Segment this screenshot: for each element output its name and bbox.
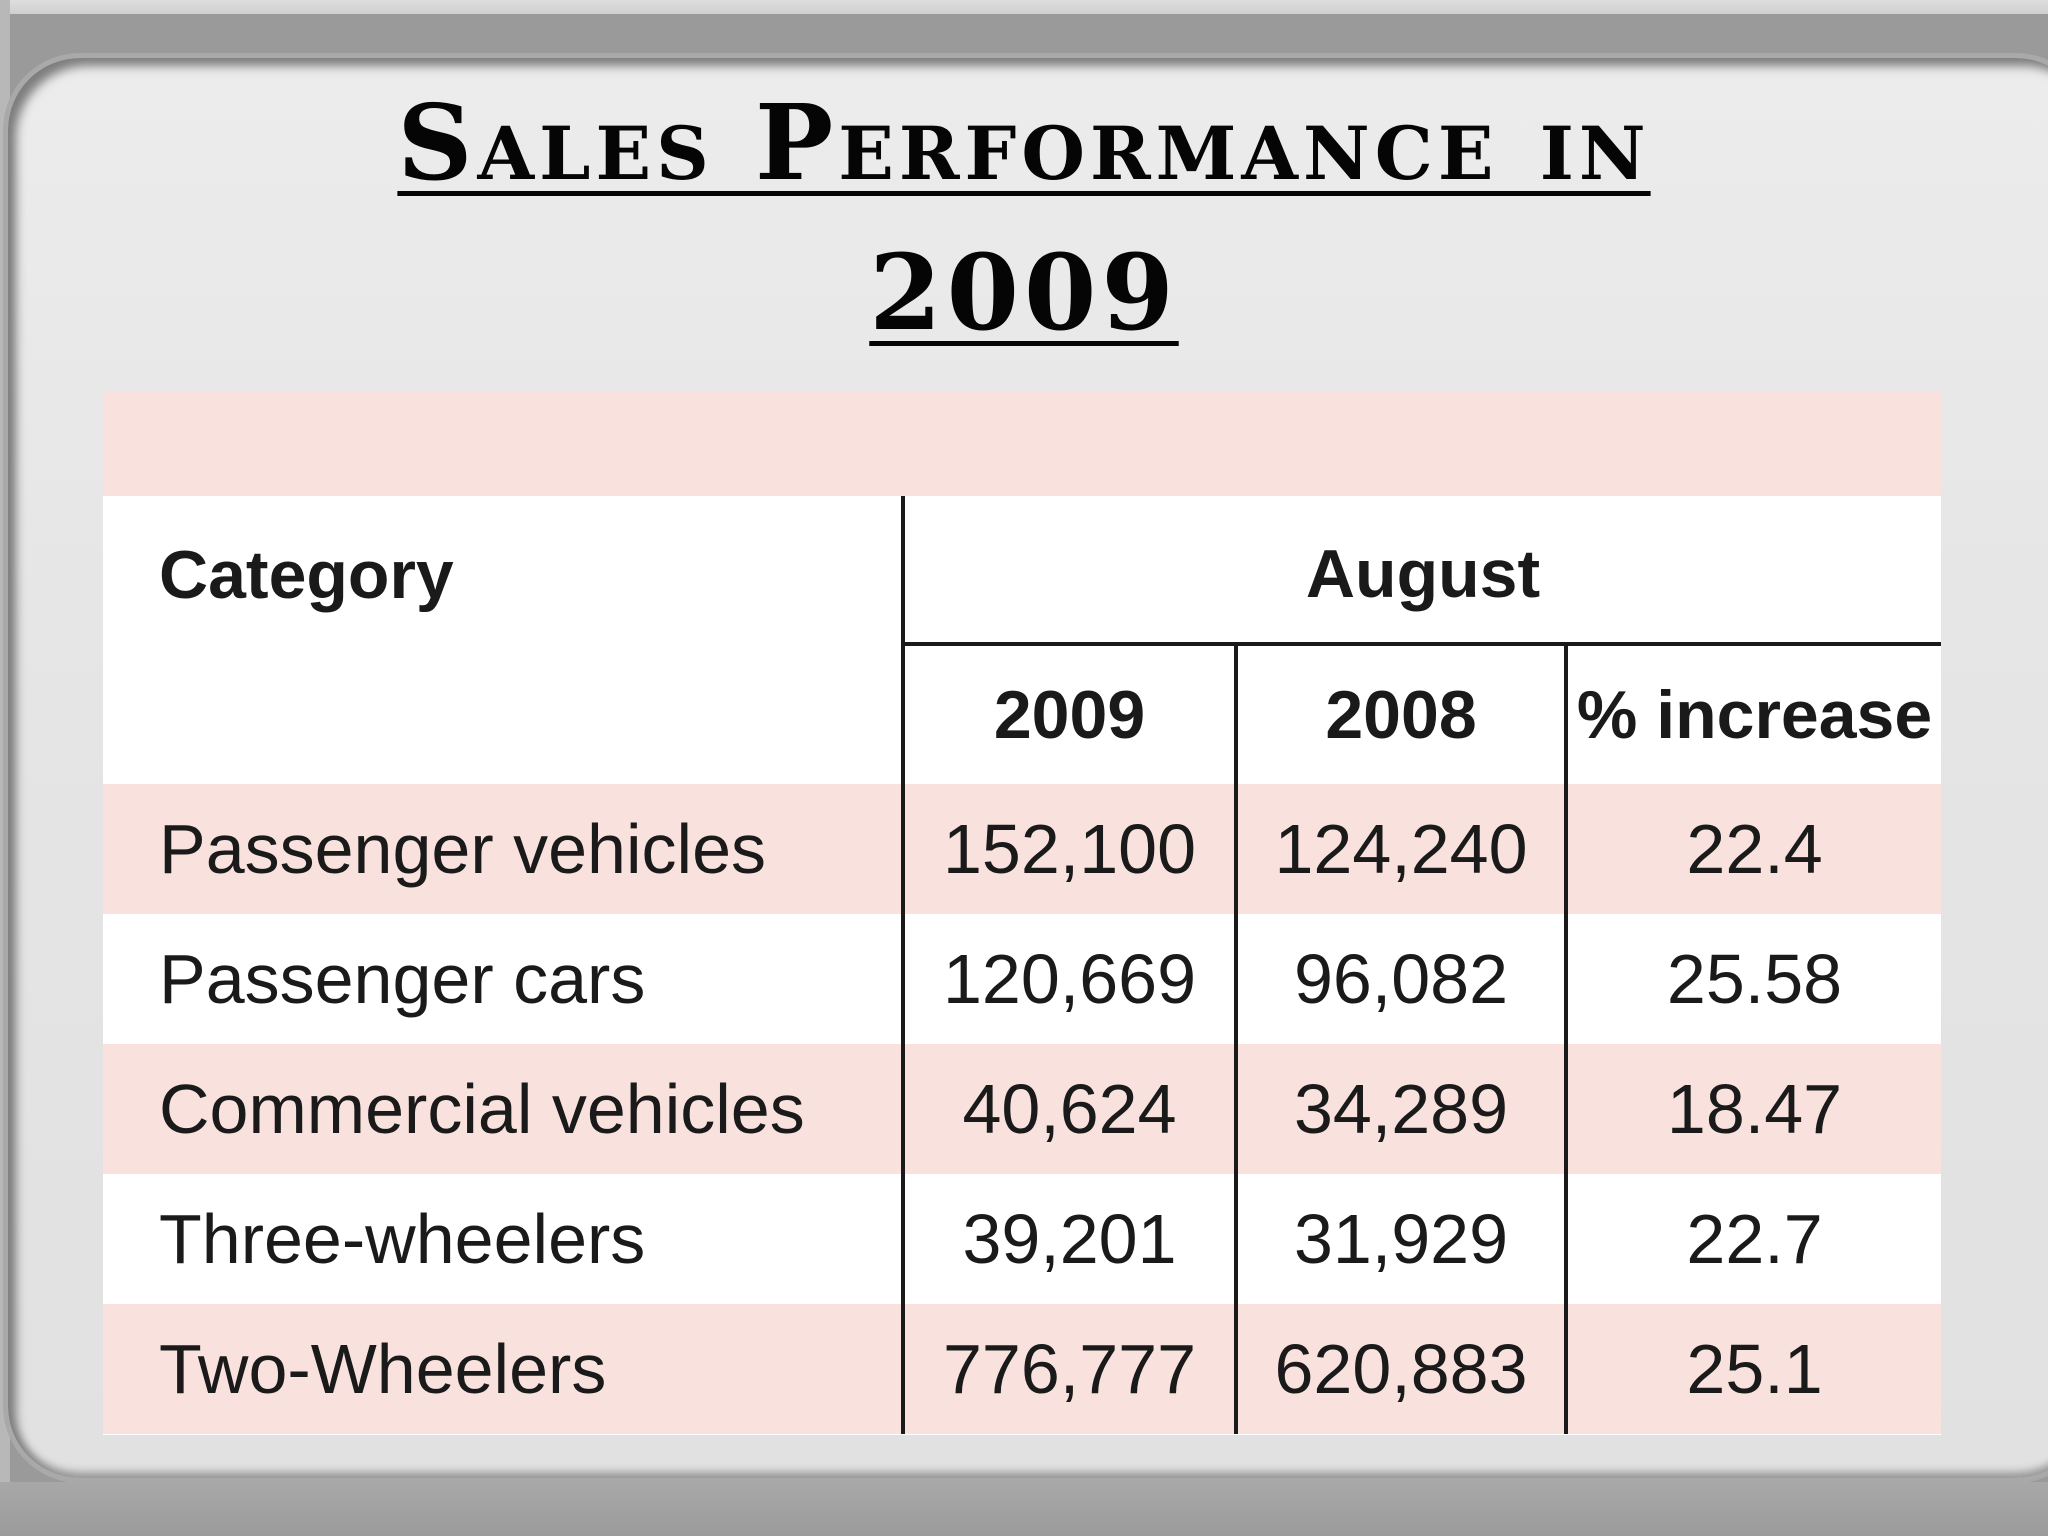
- table-row: Commercial vehicles 40,624 34,289 18.47: [103, 1044, 1942, 1174]
- row-percent-increase: 22.4: [1563, 784, 1942, 914]
- slide-title: Sales Performance in 2009: [0, 68, 2048, 368]
- slide-title-line1: Sales Performance in: [397, 81, 1651, 204]
- row-category: Passenger cars: [103, 914, 903, 1044]
- column-header-percent-increase: % increase: [1563, 644, 1942, 784]
- table-header-band: [103, 392, 1941, 496]
- table-row: Passenger vehicles 152,100 124,240 22.4: [103, 784, 1942, 914]
- row-percent-increase: 18.47: [1563, 1044, 1942, 1174]
- slide-frame-bottom: [0, 1482, 2048, 1536]
- row-value-2009: 776,777: [901, 1304, 1236, 1434]
- table-row: Passenger cars 120,669 96,082 25.58: [103, 914, 1942, 1044]
- row-value-2008: 31,929: [1234, 1174, 1566, 1304]
- sales-table-card: Category August 2009 2008 % increase Pas…: [103, 392, 1942, 1435]
- table-row: Three-wheelers 39,201 31,929 22.7: [103, 1174, 1942, 1304]
- row-percent-increase: 25.58: [1563, 914, 1942, 1044]
- row-percent-increase: 25.1: [1563, 1304, 1942, 1434]
- row-value-2009: 39,201: [901, 1174, 1236, 1304]
- sales-table: Category August 2009 2008 % increase Pas…: [103, 496, 1942, 1434]
- slide-title-line2: 2009: [869, 231, 1179, 354]
- row-category: Passenger vehicles: [103, 784, 903, 914]
- row-percent-increase: 22.7: [1563, 1174, 1942, 1304]
- table-header-row-years: 2009 2008 % increase: [103, 644, 1942, 784]
- row-value-2008: 96,082: [1234, 914, 1566, 1044]
- column-header-2008: 2008: [1234, 644, 1566, 784]
- august-group-header: August: [900, 496, 1942, 646]
- row-category: Two-Wheelers: [103, 1304, 903, 1434]
- window-frame-left: [0, 0, 10, 1536]
- category-column-header: Category: [159, 537, 454, 613]
- row-value-2009: 152,100: [901, 784, 1236, 914]
- row-value-2008: 34,289: [1234, 1044, 1566, 1174]
- row-category: Commercial vehicles: [103, 1044, 903, 1174]
- row-value-2008: 124,240: [1234, 784, 1566, 914]
- row-value-2008: 620,883: [1234, 1304, 1566, 1434]
- row-category: Three-wheelers: [103, 1174, 903, 1304]
- table-row: Two-Wheelers 776,777 620,883 25.1: [103, 1304, 1942, 1434]
- row-value-2009: 120,669: [901, 914, 1236, 1044]
- column-header-2009: 2009: [901, 644, 1236, 784]
- row-value-2009: 40,624: [901, 1044, 1236, 1174]
- table-header-row-group: Category August: [103, 496, 1942, 646]
- window-frame-top: [0, 0, 2048, 14]
